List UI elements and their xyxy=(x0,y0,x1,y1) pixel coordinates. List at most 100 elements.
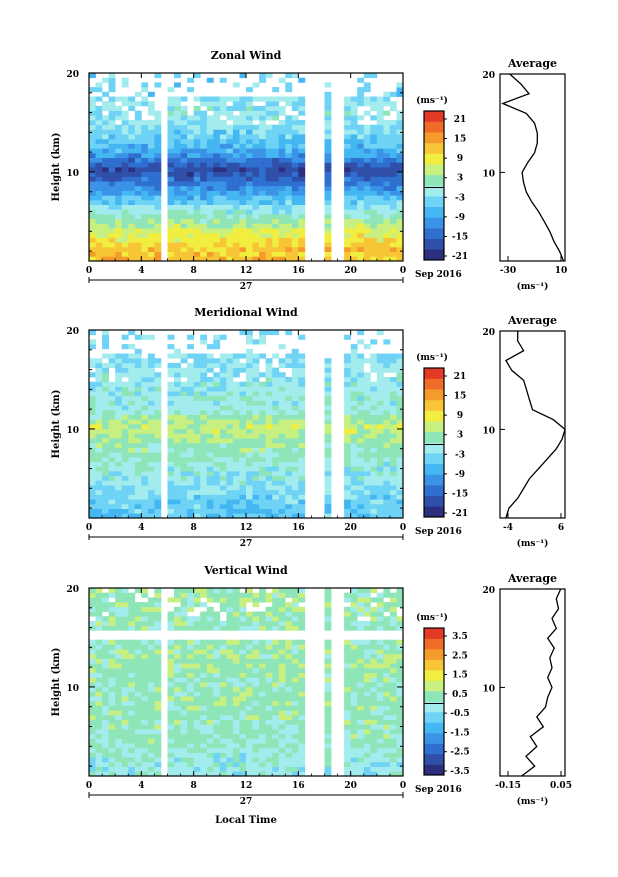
heatmap-cell xyxy=(344,405,351,411)
heatmap-cell xyxy=(89,96,96,102)
heatmap-cell xyxy=(259,204,266,210)
heatmap-cell xyxy=(128,405,136,411)
heatmap-cell xyxy=(200,686,208,692)
heatmap-cell xyxy=(115,466,123,472)
heatmap-cell xyxy=(147,494,155,500)
heatmap-cell xyxy=(147,771,155,777)
heatmap-cell xyxy=(95,513,103,519)
heatmap-cell xyxy=(200,649,208,655)
heatmap-cell xyxy=(193,218,201,224)
heatmap-cell xyxy=(246,700,253,706)
heatmap-cell xyxy=(265,672,273,678)
heatmap-cell xyxy=(102,442,109,448)
heatmap-cell xyxy=(108,606,116,612)
heatmap-cell xyxy=(285,696,293,702)
heatmap-cell xyxy=(134,653,142,659)
heatmap-cell xyxy=(115,424,123,430)
heatmap-cell xyxy=(246,686,253,692)
heatmap-cell xyxy=(370,143,378,149)
heatmap-cell xyxy=(206,195,214,201)
heatmap-cell xyxy=(344,471,351,477)
heatmap-cell xyxy=(174,124,181,130)
heatmap-cell xyxy=(291,513,299,519)
heatmap-cell xyxy=(232,700,240,706)
heatmap-cell xyxy=(272,405,280,411)
heatmap-cell xyxy=(154,658,162,664)
heatmap-cell xyxy=(252,597,260,603)
heatmap-cell xyxy=(89,592,96,598)
heatmap-cell xyxy=(95,129,103,135)
heatmap-cell xyxy=(272,771,280,777)
heatmap-cell xyxy=(246,752,253,758)
heatmap-cell xyxy=(147,442,155,448)
heatmap-cell xyxy=(154,456,162,462)
heatmap-cell xyxy=(370,232,378,238)
heatmap-cell xyxy=(396,120,404,126)
heatmap-cell xyxy=(350,747,358,753)
heatmap-cell xyxy=(193,513,201,519)
heatmap-cell xyxy=(344,228,351,234)
heatmap-cell xyxy=(219,700,227,706)
heatmap-cell xyxy=(324,733,332,739)
heatmap-cell xyxy=(108,696,116,702)
heatmap-cell xyxy=(102,428,109,434)
heatmap-cell xyxy=(265,138,273,144)
heatmap-cell xyxy=(95,682,103,688)
heatmap-cell xyxy=(102,237,109,243)
average-y-tick-label: 20 xyxy=(482,71,495,81)
heatmap-cell xyxy=(344,214,351,220)
heatmap-cell xyxy=(291,466,299,472)
heatmap-cell xyxy=(134,115,142,121)
heatmap-cell xyxy=(259,199,266,205)
heatmap-cell xyxy=(121,682,129,688)
heatmap-cell xyxy=(239,386,247,392)
heatmap-cell xyxy=(154,428,162,434)
heatmap-cell xyxy=(108,663,116,669)
heatmap-cell xyxy=(389,771,397,777)
heatmap-cell xyxy=(265,124,273,130)
heatmap-cell xyxy=(278,480,286,486)
heatmap-cell xyxy=(115,246,123,252)
y-tick-label: 20 xyxy=(66,327,79,337)
heatmap-cell xyxy=(376,592,384,598)
heatmap-cell xyxy=(128,738,136,744)
heatmap-cell xyxy=(134,667,142,673)
heatmap-cell xyxy=(278,747,286,753)
heatmap-cell xyxy=(174,171,181,177)
heatmap-cell xyxy=(363,677,371,683)
heatmap-cell xyxy=(121,120,129,126)
heatmap-cell xyxy=(128,682,136,688)
heatmap-cell xyxy=(324,237,332,243)
heatmap-cell xyxy=(350,672,358,678)
heatmap-cell xyxy=(350,663,358,669)
heatmap-cell xyxy=(278,171,286,177)
heatmap-cell xyxy=(128,256,136,262)
heatmap-cell xyxy=(239,148,247,154)
heatmap-cell xyxy=(219,414,227,420)
heatmap-cell xyxy=(363,232,371,238)
heatmap-cell xyxy=(278,456,286,462)
heatmap-cell xyxy=(115,611,123,617)
heatmap-cell xyxy=(219,242,227,248)
heatmap-cell xyxy=(324,456,332,462)
heatmap-cell xyxy=(363,588,371,594)
heatmap-cell xyxy=(232,256,240,262)
heatmap-cell xyxy=(350,138,358,144)
heatmap-cell xyxy=(285,237,293,243)
heatmap-cell xyxy=(213,480,221,486)
heatmap-cell xyxy=(213,157,221,163)
heatmap-cell xyxy=(265,705,273,711)
heatmap-cell xyxy=(389,663,397,669)
heatmap-cell xyxy=(147,256,155,262)
heatmap-cell xyxy=(128,592,136,598)
heatmap-cell xyxy=(174,719,181,725)
heatmap-cell xyxy=(285,499,293,505)
heatmap-cell xyxy=(108,620,116,626)
heatmap-cell xyxy=(376,195,384,201)
heatmap-cell xyxy=(180,185,188,191)
heatmap-cell xyxy=(174,414,181,420)
heatmap-cell xyxy=(232,120,240,126)
heatmap-cell xyxy=(363,700,371,706)
heatmap-cell xyxy=(174,232,181,238)
